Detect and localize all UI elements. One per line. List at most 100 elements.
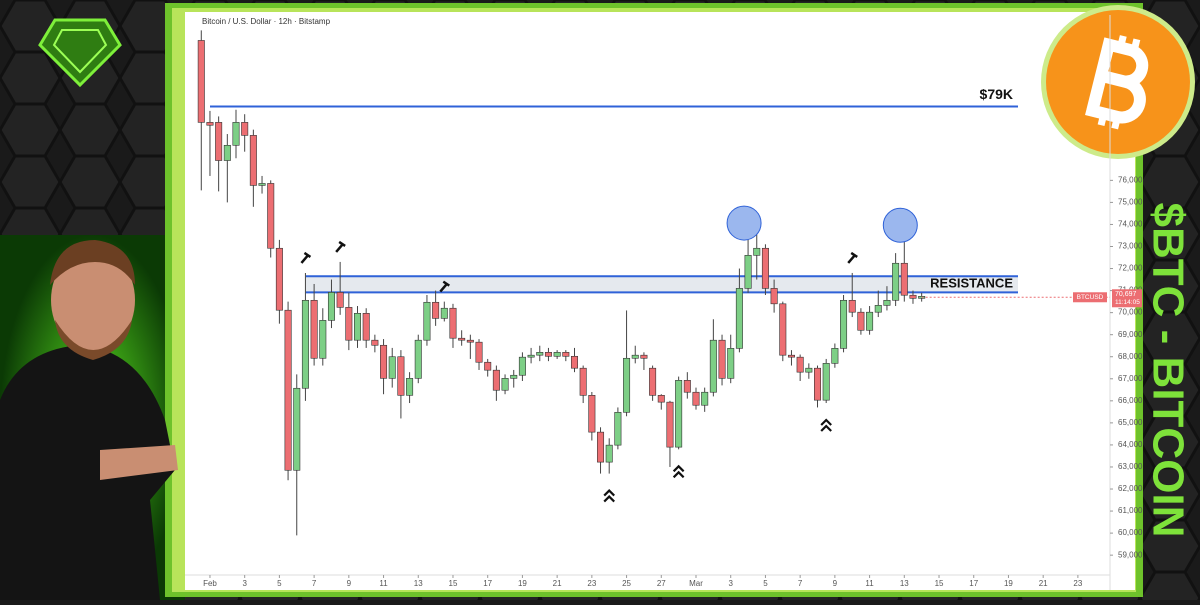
x-tick-label: 7 bbox=[798, 579, 803, 588]
candle-body bbox=[293, 387, 301, 471]
candle-body bbox=[223, 144, 231, 161]
candle-body bbox=[466, 339, 474, 343]
candle-body bbox=[866, 311, 874, 331]
x-tick-label: 7 bbox=[312, 579, 317, 588]
x-tick-label: 23 bbox=[1073, 579, 1082, 588]
candle-body bbox=[623, 357, 631, 413]
candle-body bbox=[631, 354, 639, 359]
candle-body bbox=[492, 369, 500, 391]
candle-body bbox=[544, 352, 552, 357]
level-label: $79K bbox=[980, 86, 1013, 102]
x-tick-label: 3 bbox=[242, 579, 247, 588]
candle-body bbox=[562, 352, 570, 357]
candle-body bbox=[570, 355, 578, 369]
candle-body bbox=[727, 348, 735, 379]
price-tag bbox=[1112, 289, 1142, 308]
y-tick-label: 74,000 bbox=[1118, 220, 1143, 229]
x-tick-label: 11 bbox=[379, 579, 388, 588]
candle-body bbox=[397, 356, 405, 396]
candle-body bbox=[284, 309, 292, 471]
candle-body bbox=[258, 183, 266, 186]
y-tick-label: 64,000 bbox=[1118, 440, 1143, 449]
last-price-label: 70,697 bbox=[1115, 291, 1137, 298]
candle-body bbox=[501, 378, 509, 391]
candle-body bbox=[362, 312, 370, 341]
candle-body bbox=[440, 307, 448, 319]
candle-body bbox=[206, 122, 214, 126]
candle-body bbox=[796, 356, 804, 373]
y-tick-label: 62,000 bbox=[1118, 484, 1143, 493]
candle-body bbox=[241, 122, 249, 136]
candle-body bbox=[805, 367, 813, 373]
y-tick-label: 65,000 bbox=[1118, 418, 1143, 427]
candle-body bbox=[414, 339, 422, 379]
candle-body bbox=[536, 352, 544, 356]
candle-body bbox=[475, 341, 483, 363]
resistance-zone bbox=[306, 276, 1018, 293]
y-tick-label: 66,000 bbox=[1118, 396, 1143, 405]
candle-body bbox=[527, 354, 535, 358]
candle-body bbox=[657, 395, 665, 403]
y-tick-label: 75,000 bbox=[1118, 198, 1143, 207]
candle-body bbox=[518, 356, 526, 376]
candle-body bbox=[814, 367, 822, 401]
x-tick-label: 9 bbox=[833, 579, 838, 588]
plot: 59,000 60,000 61,000 62,000 63,000 64,000 65,0… bbox=[185, 15, 1143, 590]
candle-body bbox=[692, 391, 700, 406]
candle-body bbox=[909, 294, 917, 299]
x-tick-label: 21 bbox=[1039, 579, 1048, 588]
hammer-icon bbox=[847, 251, 858, 264]
candle-body bbox=[249, 135, 257, 186]
candle-body bbox=[701, 391, 709, 406]
candle-body bbox=[232, 122, 240, 146]
candle-body bbox=[510, 374, 518, 379]
x-tick-label: 17 bbox=[969, 579, 978, 588]
y-tick-label: 69,000 bbox=[1118, 330, 1143, 339]
candle-body bbox=[614, 411, 622, 446]
highlight-circle bbox=[882, 207, 918, 243]
y-tick-label: 72,000 bbox=[1118, 264, 1143, 273]
candle-body bbox=[770, 288, 778, 305]
y-tick-label: 67,000 bbox=[1118, 374, 1143, 383]
candle-body bbox=[744, 255, 752, 289]
chevron-icon bbox=[672, 464, 685, 479]
candle-body bbox=[301, 299, 309, 389]
candle-body bbox=[735, 288, 743, 349]
y-tick-label: 76,000 bbox=[1118, 175, 1143, 184]
y-tick-label: 63,000 bbox=[1118, 462, 1143, 471]
y-tick-label: 70,000 bbox=[1118, 308, 1143, 317]
candle-body bbox=[822, 363, 830, 401]
x-tick-label: Mar bbox=[689, 579, 703, 588]
chevron-icon bbox=[820, 418, 832, 432]
hammer-icon bbox=[300, 251, 312, 264]
x-tick-label: 15 bbox=[935, 579, 944, 588]
x-tick-label: 5 bbox=[763, 579, 768, 588]
x-tick-label: 3 bbox=[728, 579, 733, 588]
x-tick-label: Feb bbox=[203, 579, 217, 588]
candle-body bbox=[666, 401, 674, 448]
candle-body bbox=[215, 122, 223, 161]
side-title: $BTC - BITCOIN bbox=[1143, 203, 1192, 538]
x-tick-label: 19 bbox=[518, 579, 527, 588]
y-tick-label: 61,000 bbox=[1118, 506, 1143, 515]
x-tick-label: 13 bbox=[414, 579, 423, 588]
y-tick-label: 68,000 bbox=[1118, 352, 1143, 361]
candle-body bbox=[787, 354, 795, 358]
x-tick-label: 27 bbox=[657, 579, 666, 588]
hammer-icon bbox=[439, 280, 450, 293]
x-tick-label: 21 bbox=[553, 579, 562, 588]
candle-body bbox=[588, 395, 596, 433]
logo bbox=[38, 18, 122, 88]
y-tick-label: 59,000 bbox=[1118, 550, 1143, 559]
candle-body bbox=[840, 299, 848, 349]
candle-body bbox=[345, 307, 353, 341]
candle-body bbox=[761, 247, 769, 289]
x-tick-label: 5 bbox=[277, 579, 282, 588]
candle-body bbox=[892, 262, 900, 301]
candle-body bbox=[874, 305, 882, 313]
candle-body bbox=[275, 247, 283, 311]
candle-body bbox=[458, 337, 466, 341]
candle-body bbox=[484, 361, 492, 371]
candle-body bbox=[449, 307, 457, 339]
